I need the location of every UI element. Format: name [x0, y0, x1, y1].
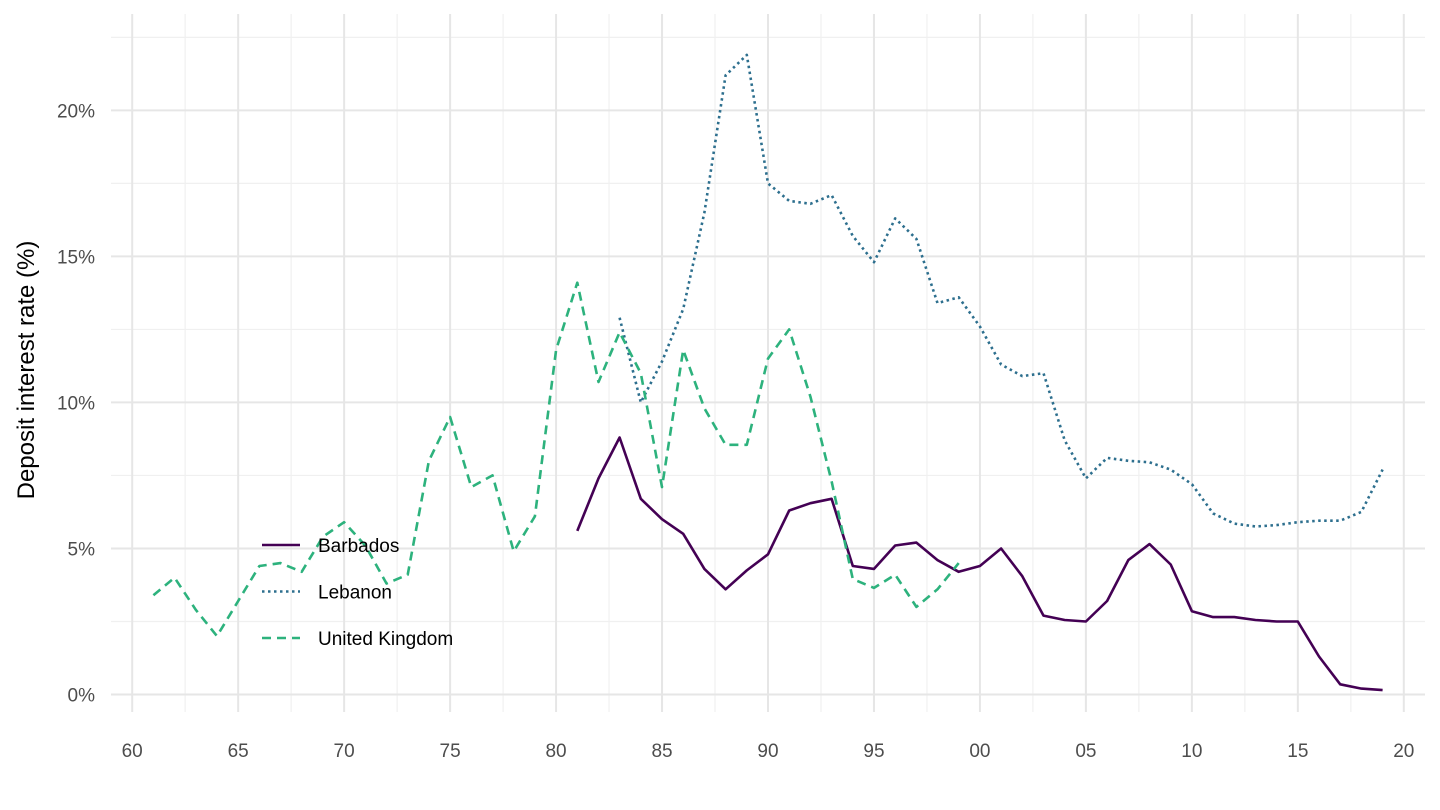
y-tick-label: 0% — [68, 685, 96, 706]
major-gridlines — [111, 14, 1425, 712]
series-layer — [152, 53, 1384, 692]
x-tick-label: 60 — [122, 741, 143, 762]
x-tick-label: 20 — [1393, 741, 1414, 762]
x-tick-label: 00 — [969, 741, 990, 762]
y-axis-title: Deposit interest rate (%) — [13, 241, 40, 500]
x-tick-label: 80 — [545, 741, 566, 762]
legend: Barbados Lebanon United Kingdom — [262, 536, 453, 650]
y-axis-ticks: 0% 5% 10% 15% 20% — [57, 101, 95, 706]
x-tick-label: 15 — [1287, 741, 1308, 762]
x-tick-label: 05 — [1075, 741, 1096, 762]
x-tick-label: 70 — [334, 741, 355, 762]
y-tick-label: 15% — [57, 247, 95, 268]
x-tick-label: 75 — [440, 741, 461, 762]
series-line-united-kingdom — [152, 281, 960, 638]
x-tick-label: 10 — [1181, 741, 1202, 762]
x-tick-label: 95 — [863, 741, 884, 762]
y-tick-label: 5% — [68, 539, 96, 560]
x-tick-label: 90 — [757, 741, 778, 762]
x-tick-label: 85 — [651, 741, 672, 762]
x-tick-label: 65 — [228, 741, 249, 762]
y-tick-label: 20% — [57, 101, 95, 122]
legend-label: Barbados — [318, 536, 399, 557]
legend-label: Lebanon — [318, 583, 392, 604]
legend-label: United Kingdom — [318, 629, 453, 650]
y-tick-label: 10% — [57, 393, 95, 414]
x-axis-ticks: 60 65 70 75 80 85 90 95 00 05 10 15 20 — [122, 741, 1415, 762]
series-line-lebanon — [618, 53, 1384, 528]
series-line-barbados — [576, 436, 1383, 692]
